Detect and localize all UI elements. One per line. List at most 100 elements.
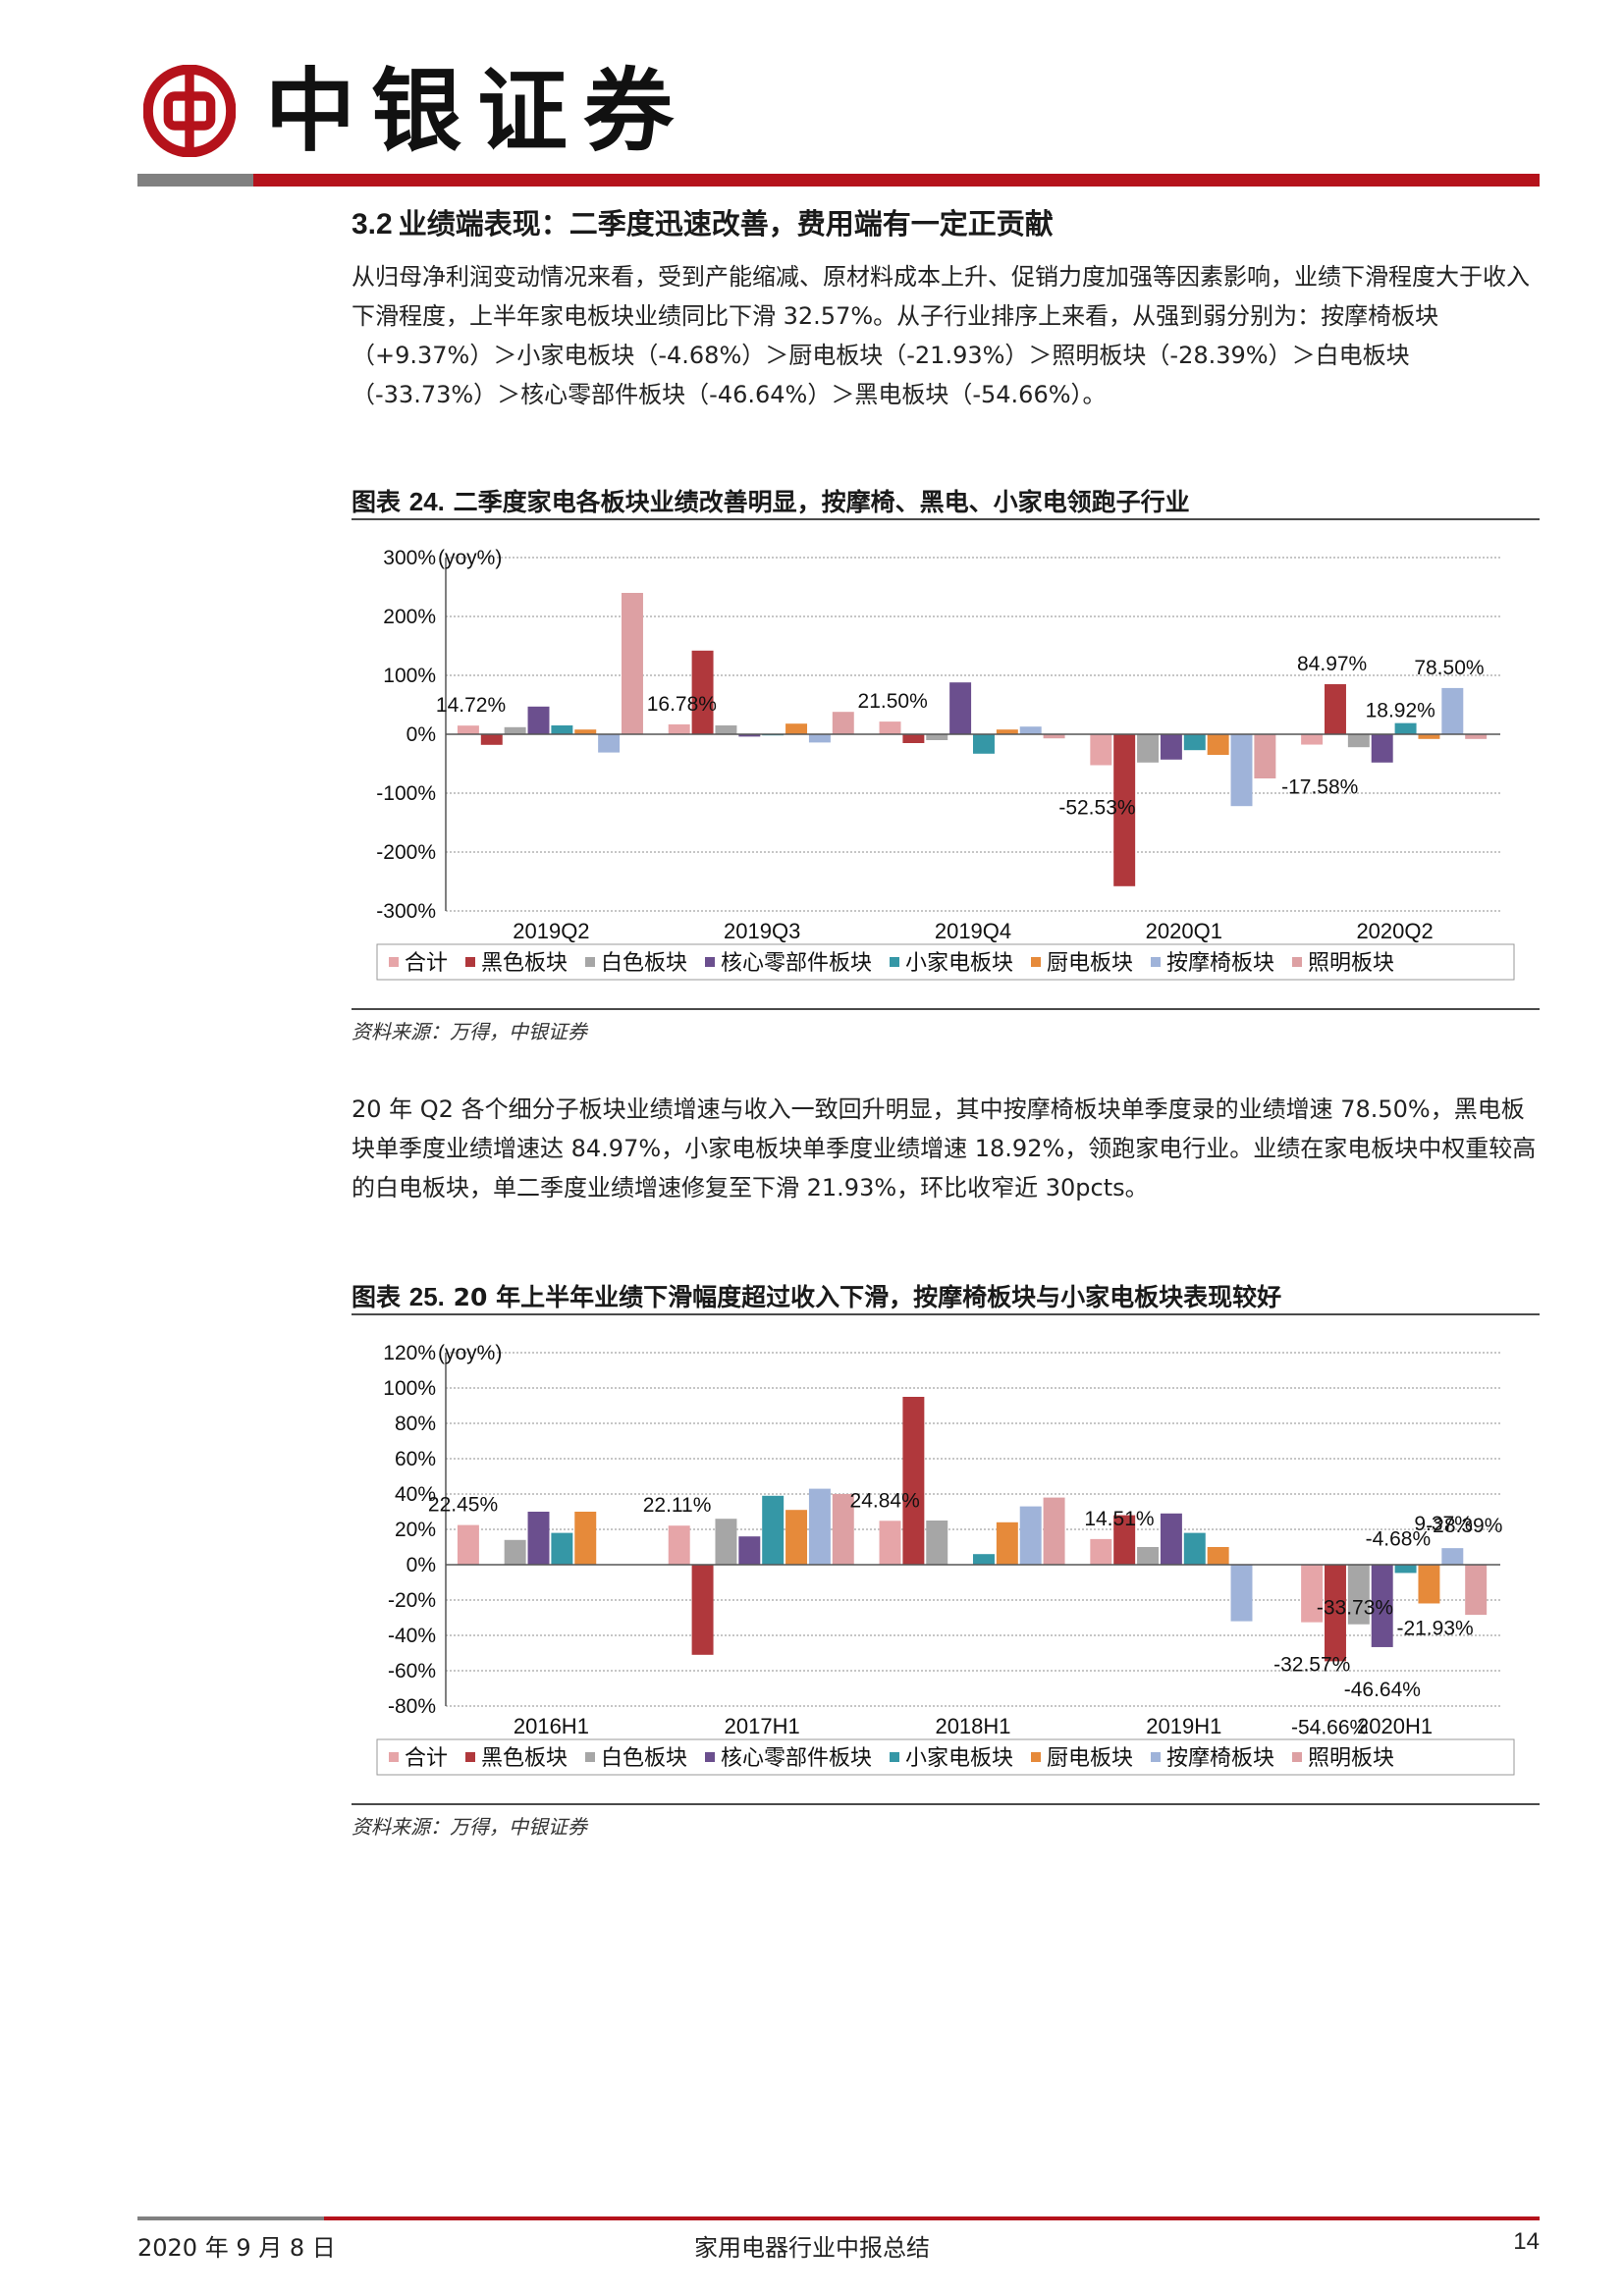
legend-swatch bbox=[890, 957, 899, 967]
figure-2-label: 图表 bbox=[352, 1283, 402, 1311]
legend-box bbox=[376, 943, 1515, 981]
bar bbox=[996, 1522, 1018, 1565]
legend-label: 按摩椅板块 bbox=[1166, 950, 1274, 975]
y-tick-label: -40% bbox=[388, 1625, 436, 1647]
bar bbox=[457, 725, 479, 734]
legend-label: 合计 bbox=[405, 1745, 448, 1770]
bar bbox=[1441, 1548, 1464, 1565]
data-label: 14.72% bbox=[436, 694, 506, 717]
bar bbox=[832, 1494, 854, 1565]
x-tick-label: 2019H1 bbox=[1146, 1714, 1221, 1738]
legend-swatch bbox=[1292, 1752, 1302, 1762]
data-label: 84.97% bbox=[1297, 653, 1367, 675]
y-tick-label: 0% bbox=[406, 723, 436, 746]
bar bbox=[622, 593, 643, 734]
legend-swatch bbox=[705, 957, 715, 967]
x-tick-label: 2019Q2 bbox=[513, 919, 589, 943]
y-tick-label: 200% bbox=[383, 606, 436, 628]
bar bbox=[668, 723, 690, 734]
bar bbox=[762, 1495, 785, 1565]
y-tick-label: -20% bbox=[388, 1589, 436, 1612]
figure-2-number: 25. bbox=[408, 1282, 445, 1311]
bar bbox=[808, 1488, 831, 1565]
legend-label: 照明板块 bbox=[1308, 1745, 1394, 1770]
bar bbox=[1371, 734, 1393, 763]
x-tick-label: 2019Q3 bbox=[724, 919, 800, 943]
bar bbox=[691, 1565, 714, 1655]
bar bbox=[973, 734, 995, 754]
bar bbox=[738, 1536, 761, 1565]
figure-2-top-rule bbox=[352, 1313, 1540, 1315]
bar bbox=[1113, 734, 1136, 886]
bar bbox=[949, 682, 972, 734]
y-axis-label: (yoy%) bbox=[438, 1342, 502, 1364]
legend-label: 按摩椅板块 bbox=[1166, 1745, 1274, 1770]
legend-label: 核心零部件板块 bbox=[721, 950, 872, 975]
bar bbox=[715, 725, 737, 734]
legend-swatch bbox=[389, 1752, 399, 1762]
bar bbox=[551, 1532, 573, 1565]
section-number: 3.2 bbox=[352, 208, 393, 240]
bar bbox=[1347, 1565, 1370, 1625]
data-label: -4.68% bbox=[1366, 1527, 1432, 1550]
data-label: -17.58% bbox=[1281, 776, 1358, 799]
figure-1-number: 24. bbox=[408, 487, 445, 516]
bar bbox=[1325, 1565, 1346, 1662]
bar bbox=[1301, 734, 1324, 745]
bar bbox=[785, 1510, 808, 1565]
figure-1-label: 图表 bbox=[352, 488, 402, 516]
legend-swatch bbox=[1031, 1752, 1041, 1762]
data-label: 22.45% bbox=[428, 1494, 498, 1517]
bar bbox=[1043, 734, 1065, 739]
y-tick-label: 100% bbox=[383, 1377, 436, 1400]
legend-label: 厨电板块 bbox=[1047, 950, 1133, 975]
bar bbox=[668, 1525, 690, 1565]
footer-doc-title: 家用电器行业中报总结 bbox=[694, 2234, 930, 2262]
data-label: -46.64% bbox=[1344, 1679, 1421, 1701]
y-tick-label: -300% bbox=[376, 900, 436, 923]
data-label: -33.73% bbox=[1317, 1597, 1393, 1620]
figure-2-bottom-rule bbox=[352, 1803, 1540, 1805]
y-tick-label: 80% bbox=[395, 1413, 436, 1435]
bar bbox=[1465, 734, 1488, 739]
x-tick-label: 2018H1 bbox=[935, 1714, 1010, 1738]
y-tick-label: 120% bbox=[383, 1342, 436, 1364]
bar bbox=[902, 734, 925, 743]
legend-box bbox=[376, 1738, 1515, 1776]
bar bbox=[808, 734, 831, 743]
bar bbox=[926, 1521, 948, 1565]
bar bbox=[1160, 1513, 1182, 1565]
bar bbox=[504, 726, 526, 734]
figure-1-title-text: 二季度家电各板块业绩改善明显，按摩椅、黑电、小家电领跑子行业 bbox=[453, 488, 1190, 516]
footer-rule-grey bbox=[137, 2216, 324, 2220]
bar bbox=[1230, 1565, 1253, 1622]
data-label: 24.84% bbox=[850, 1489, 920, 1512]
legend-label: 照明板块 bbox=[1308, 950, 1394, 975]
legend-label: 白色板块 bbox=[601, 1745, 687, 1770]
y-tick-label: 60% bbox=[395, 1448, 436, 1470]
y-tick-label: 0% bbox=[406, 1554, 436, 1576]
bar bbox=[1325, 684, 1346, 734]
brand-name: 中银证券 bbox=[265, 58, 690, 164]
bar bbox=[1418, 1565, 1440, 1604]
bar bbox=[715, 1519, 737, 1565]
legend-swatch bbox=[1151, 1752, 1161, 1762]
x-tick-label: 2020Q1 bbox=[1146, 919, 1222, 943]
bar bbox=[1441, 687, 1464, 734]
y-tick-label: -100% bbox=[376, 782, 436, 805]
bar bbox=[1137, 734, 1160, 763]
bar bbox=[832, 712, 854, 734]
bar bbox=[1301, 1565, 1324, 1623]
figure-2-source: 资料来源：万得，中银证券 bbox=[352, 1815, 587, 1839]
legend-label: 小家电板块 bbox=[905, 1745, 1013, 1770]
data-label: -52.53% bbox=[1058, 797, 1135, 820]
bar bbox=[996, 729, 1018, 734]
bar bbox=[879, 1521, 901, 1565]
data-label: 9.37% bbox=[1414, 1513, 1473, 1535]
data-label: 22.11% bbox=[643, 1494, 712, 1517]
bar bbox=[785, 723, 808, 734]
legend-swatch bbox=[465, 957, 475, 967]
x-tick-label: 2019Q4 bbox=[935, 919, 1011, 943]
bar bbox=[1019, 726, 1042, 734]
bar bbox=[1090, 734, 1112, 766]
